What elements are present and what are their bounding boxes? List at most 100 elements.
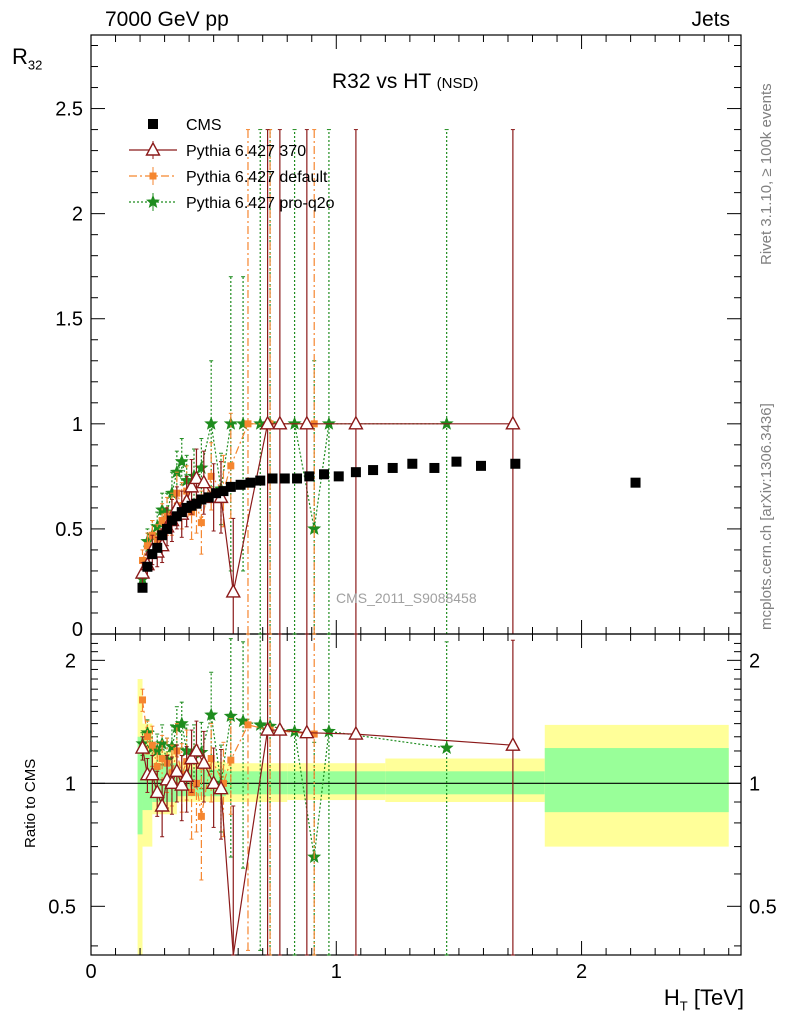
data-point-proq2o <box>174 716 189 730</box>
data-point-default <box>244 420 252 428</box>
data-point-cms <box>162 523 173 534</box>
data-point-default <box>197 519 205 527</box>
legend-marker <box>149 172 157 180</box>
x-tick-label: 1 <box>331 961 342 983</box>
ratio-y-tick-label-right: 2 <box>749 650 760 672</box>
ratio-y-tick-label: 1 <box>65 773 76 795</box>
data-point-cms <box>245 477 256 488</box>
data-point-370 <box>259 415 276 430</box>
x-tick-label: 2 <box>576 961 587 983</box>
data-point-default <box>143 733 151 741</box>
data-point-370 <box>164 774 180 790</box>
legend-label: Pythia 6.427 pro-q2o <box>186 195 335 212</box>
data-point-370 <box>213 780 229 795</box>
y-tick-label: 2.5 <box>55 99 83 121</box>
data-point-cms <box>255 475 266 486</box>
x-tick-label: 0 <box>85 961 96 983</box>
data-point-default <box>143 542 151 550</box>
data-point-cms <box>211 488 222 499</box>
data-point-370 <box>196 474 212 489</box>
data-point-370 <box>188 742 205 757</box>
data-point-cms <box>235 479 246 490</box>
data-point-cms <box>387 462 398 473</box>
ratio-y-tick-label-right: 1 <box>749 773 760 795</box>
data-point-proq2o <box>204 416 219 430</box>
data-point-370 <box>225 583 241 598</box>
y-tick-label: 1 <box>72 414 83 436</box>
data-point-proq2o <box>321 724 336 738</box>
data-point-default <box>207 472 215 480</box>
legend-label: CMS <box>186 117 222 134</box>
data-point-cms <box>451 456 462 467</box>
ratio-y-tick-label: 2 <box>65 650 76 672</box>
data-point-cms <box>510 458 521 469</box>
data-point-proq2o <box>287 724 302 738</box>
data-point-370 <box>174 776 190 791</box>
ratio-y-tick-label-right: 0.5 <box>749 896 777 918</box>
data-point-cms <box>196 494 207 505</box>
data-point-cms <box>147 549 158 560</box>
data-point-370 <box>183 750 200 765</box>
data-point-cms <box>267 473 278 484</box>
data-point-cms <box>304 471 315 482</box>
data-point-cms <box>137 582 148 593</box>
header-right: Jets <box>691 8 730 31</box>
stat-uncertainty-band <box>137 736 143 835</box>
data-point-default <box>158 755 166 763</box>
legend-label: Pythia 6.427 370 <box>186 143 306 160</box>
data-point-370 <box>205 774 222 790</box>
chart-title: R32 vs HT (NSD) <box>332 70 479 93</box>
data-point-cms <box>292 473 303 484</box>
data-point-370 <box>196 754 212 769</box>
data-point-cms <box>142 561 153 572</box>
rivet-version-text: Rivet 3.1.10, ≥ 100k events <box>758 83 775 265</box>
legend-marker <box>148 119 158 129</box>
y-axis-title: R32 <box>12 44 43 73</box>
data-point-cms <box>429 462 440 473</box>
data-point-370 <box>272 415 288 430</box>
data-point-cms <box>157 530 168 541</box>
ratio-plot-panel: 0 1 2 0.5 0.5 1 1 2 2 <box>48 633 777 983</box>
data-point-370 <box>299 724 315 739</box>
ratio-plot-frame <box>90 633 742 956</box>
data-point-cms <box>630 477 641 488</box>
data-point-proq2o <box>253 717 268 731</box>
data-point-370 <box>134 739 151 754</box>
data-point-proq2o <box>174 454 189 468</box>
data-point-proq2o <box>439 740 454 754</box>
y-tick-label: 1.5 <box>55 309 83 331</box>
data-point-370 <box>134 564 151 579</box>
data-point-default <box>158 517 166 525</box>
data-point-370 <box>188 470 205 485</box>
header-left: 7000 GeV pp <box>105 8 229 31</box>
data-point-proq2o <box>204 707 219 721</box>
ratio-y-tick-label: 0.5 <box>48 896 76 918</box>
data-point-370 <box>505 736 521 751</box>
data-point-370 <box>183 478 200 493</box>
legend-label: Pythia 6.427 default <box>186 169 328 186</box>
data-point-default <box>219 779 227 787</box>
y-tick-label: 0.5 <box>55 519 83 541</box>
data-point-370 <box>505 415 521 430</box>
data-point-370 <box>144 766 160 781</box>
legend-marker <box>146 194 160 208</box>
data-point-default <box>139 556 147 564</box>
data-point-cms <box>368 465 379 476</box>
data-point-370 <box>348 725 364 740</box>
data-point-default <box>244 721 252 729</box>
data-point-cms <box>152 542 163 553</box>
data-point-cms <box>476 460 486 471</box>
data-point-cms <box>279 473 290 484</box>
data-point-370 <box>154 797 170 812</box>
data-point-370 <box>272 721 288 736</box>
data-point-cms <box>350 467 361 478</box>
data-point-default <box>139 696 147 704</box>
legend-marker <box>145 141 161 156</box>
stat-uncertainty-band <box>544 748 729 813</box>
data-point-cms <box>319 469 330 480</box>
data-point-default <box>310 730 318 738</box>
data-point-cms <box>333 471 344 482</box>
data-point-default <box>197 812 205 820</box>
mcplots-text: mcplots.cern.ch [arXiv:1306.3436] <box>758 403 775 630</box>
